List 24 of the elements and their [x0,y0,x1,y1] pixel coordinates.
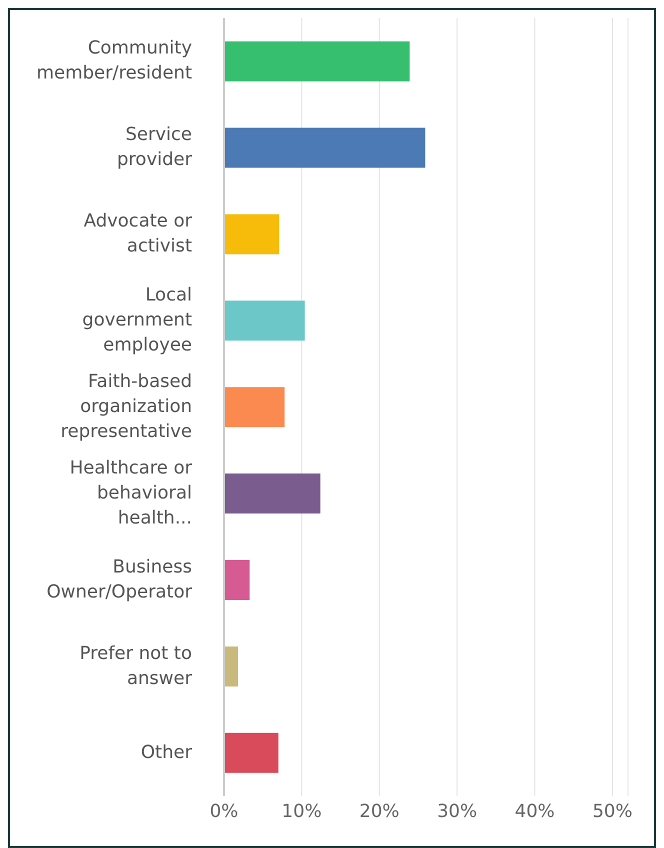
y-tick-label: Faith-based organization representative [60,370,192,442]
x-tick-label: 10% [282,800,322,822]
y-tick-label: Local government employee [82,284,192,356]
y-tick-label: Prefer not to answer [80,642,193,689]
bar [224,214,280,254]
x-tick-label: 30% [437,800,478,822]
x-tick-label: 0% [210,800,238,822]
bar [224,474,320,514]
y-tick-label: Business Owner/Operator [46,556,193,602]
x-tick-label: 50% [592,800,632,822]
bar [224,41,410,82]
y-tick-label: Service provider [117,124,193,170]
y-tick-label: Advocate or activist [84,210,193,257]
bar [224,300,305,341]
y-tick-label: Healthcare or behavioral health... [70,457,193,528]
y-tick-label: Community member/resident [36,38,192,84]
bar [224,732,278,773]
bar [224,560,250,600]
bar [224,646,238,686]
x-tick-label: 20% [359,800,400,822]
y-tick-label: Other [140,742,193,763]
bar [224,387,285,428]
x-tick-label: 40% [514,800,555,822]
bar [224,128,426,168]
